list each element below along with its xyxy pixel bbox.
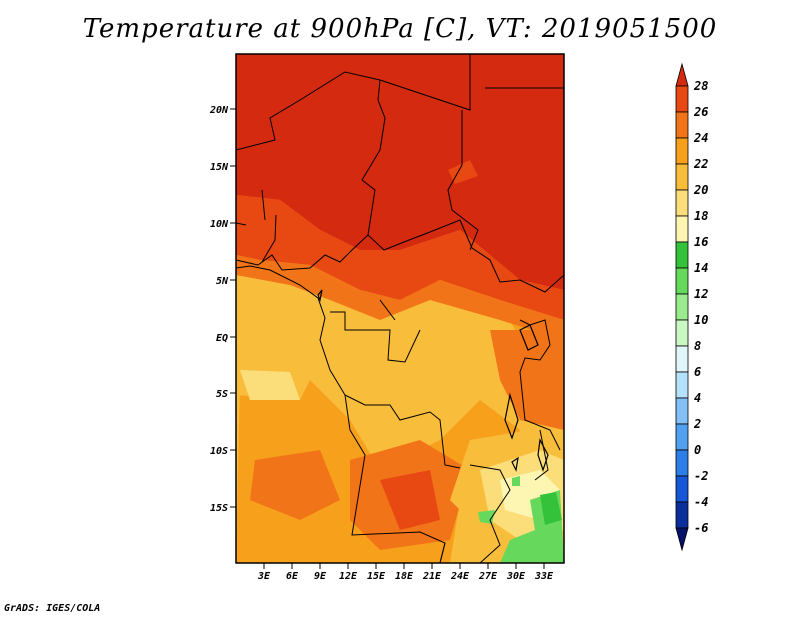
lat-label-10s: 10S bbox=[210, 446, 228, 457]
temperature-field bbox=[236, 54, 564, 563]
colorbar-box bbox=[675, 267, 689, 295]
lon-label-9e: 9E bbox=[314, 571, 327, 582]
colorbar-label: 14 bbox=[694, 261, 708, 275]
lon-label-18e: 18E bbox=[395, 571, 414, 582]
colorbar-label: 0 bbox=[694, 443, 701, 457]
colorbar-label: -2 bbox=[694, 469, 708, 483]
lat-label-15s: 15S bbox=[210, 503, 228, 514]
colorbar-box bbox=[675, 241, 689, 269]
country-borders bbox=[236, 54, 564, 563]
lon-axis: 3E 6E 9E 12E 15E 18E 21E 24E 27E 30E 33E bbox=[257, 563, 554, 582]
colorbar-bottom-triangle bbox=[675, 527, 689, 552]
colorbar-label: 16 bbox=[694, 235, 708, 249]
colorbar-box bbox=[675, 137, 689, 165]
colorbar-label: 10 bbox=[694, 313, 708, 327]
lat-label-5s: 5S bbox=[216, 389, 228, 400]
lon-label-27e: 27E bbox=[478, 571, 498, 582]
colorbar-box bbox=[675, 189, 689, 217]
lon-label-33e: 33E bbox=[534, 571, 554, 582]
chart-title: Temperature at 900hPa [C], VT: 201905150… bbox=[82, 14, 718, 44]
colorbar-box bbox=[675, 293, 689, 321]
lon-label-24e: 24E bbox=[450, 571, 470, 582]
colorbar-label: 24 bbox=[693, 131, 708, 145]
colorbar-label: 18 bbox=[694, 209, 708, 223]
colorbar-label: 8 bbox=[694, 339, 701, 353]
colorbar-label: 6 bbox=[694, 365, 701, 379]
colorbar-label: 28 bbox=[693, 79, 708, 93]
colorbar-box bbox=[675, 345, 689, 373]
colorbar-box bbox=[675, 111, 689, 139]
map-frame bbox=[235, 53, 565, 564]
colorbar-label: 2 bbox=[693, 417, 701, 431]
colorbar-box bbox=[675, 371, 689, 399]
colorbar-label: -6 bbox=[694, 521, 708, 535]
lat-label-20n: 20N bbox=[209, 105, 229, 116]
lat-label-10n: 10N bbox=[210, 219, 229, 230]
colorbar-box bbox=[675, 397, 689, 425]
colorbar-label: 20 bbox=[693, 183, 708, 197]
colorbar-box bbox=[675, 85, 689, 113]
lon-label-15e: 15E bbox=[367, 571, 386, 582]
lat-label-15n: 15N bbox=[210, 162, 229, 173]
lat-label-5n: 5N bbox=[216, 276, 229, 287]
lat-label-eq: EQ bbox=[216, 333, 228, 344]
colorbar-top-triangle bbox=[675, 62, 689, 87]
colorbar-box bbox=[675, 449, 689, 477]
lon-label-21e: 21E bbox=[422, 571, 442, 582]
colorbar-box bbox=[675, 319, 689, 347]
colorbar-label: 12 bbox=[694, 287, 708, 301]
lakes bbox=[317, 289, 549, 472]
lat-axis: 20N 15N 10N 5N EQ 5S 10S 15S bbox=[209, 105, 236, 514]
grads-credit: GrADS: IGES/COLA bbox=[4, 603, 101, 614]
colorbar-label: 26 bbox=[693, 105, 708, 119]
colorbar-box bbox=[675, 501, 689, 529]
lon-label-30e: 30E bbox=[506, 571, 526, 582]
colorbar-label: -4 bbox=[694, 495, 708, 509]
colorbar-label: 22 bbox=[693, 157, 708, 171]
colorbar-label: 4 bbox=[694, 391, 701, 405]
colorbar-box bbox=[675, 475, 689, 503]
lon-label-6e: 6E bbox=[286, 571, 299, 582]
lon-label-12e: 12E bbox=[339, 571, 358, 582]
colorbar-box bbox=[675, 163, 689, 191]
lon-label-3e: 3E bbox=[257, 571, 271, 582]
colorbar-box bbox=[675, 423, 689, 451]
colorbar-box bbox=[675, 215, 689, 243]
